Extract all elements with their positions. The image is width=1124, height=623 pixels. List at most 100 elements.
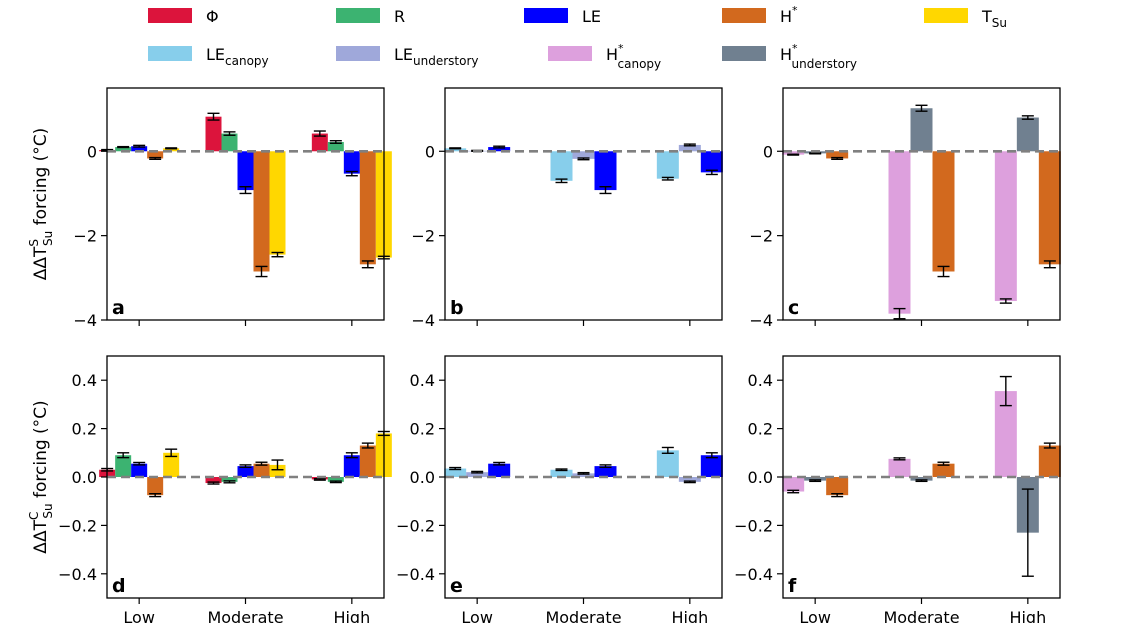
legend-label-hc: H* canopy [606, 42, 661, 71]
errorbar-a-r-high [329, 140, 342, 144]
legend-item-leu: LEunderstory [336, 45, 479, 68]
bar-a-h-low [147, 151, 164, 159]
errorbar-c-h-moderate [937, 265, 950, 278]
errorbar-b-lec-high [661, 176, 674, 181]
ytick-label-a-1: −2 [73, 227, 97, 246]
y-axis-labels: ΔΔTSSu forcing (°C) ΔΔTCSu forcing (°C) [27, 128, 55, 554]
bar-d-h-low [147, 477, 164, 496]
legend-label-h: H* [780, 4, 798, 26]
bar-a-le-high [343, 151, 360, 174]
bar-b-leu-moderate [572, 151, 595, 159]
legend-item-phi: Φ [148, 7, 219, 26]
bar-c-hu-moderate [910, 108, 933, 152]
errorbar-a-tsu-low [165, 147, 178, 150]
panel-label-b: b [450, 297, 464, 319]
errorbar-b-le-moderate [599, 186, 612, 195]
bar-b-lec-low [444, 148, 467, 152]
errorbar-e-le-high [705, 452, 718, 459]
bar-c-hc-moderate [888, 151, 911, 314]
ytick-label-f-1: 0.2 [748, 420, 773, 439]
bar-d-r-moderate [221, 477, 238, 482]
errorbar-d-phi-high [313, 477, 326, 481]
bar-e-leu-low [466, 472, 489, 477]
errorbar-a-phi-moderate [207, 112, 220, 121]
errorbar-d-le-moderate [239, 464, 252, 469]
errorbar-c-h-low [831, 156, 844, 160]
ytick-label-f-2: 0.0 [748, 468, 773, 487]
bar-e-lec-high [656, 450, 679, 477]
bar-b-lec-high [656, 151, 679, 179]
bar-d-tsu-moderate [269, 464, 286, 477]
errorbar-d-le-low [133, 461, 146, 466]
errorbar-a-h-high [361, 260, 374, 269]
xtick-label-d-high: High [333, 608, 370, 623]
bar-a-le-low [131, 146, 148, 152]
errorbar-d-h-low [149, 492, 162, 498]
xtick-label-d-moderate: Moderate [207, 608, 283, 623]
panel-d: 0.4 0.2 0.0 −0.2 −0.4 Low Moderate High d [58, 355, 392, 623]
legend-item-lec: LEcanopy [148, 45, 269, 68]
xtick-label-e-high: High [671, 608, 708, 623]
panel-label-c: c [788, 297, 799, 319]
bar-a-phi-high [311, 133, 328, 152]
bar-a-le-moderate [237, 151, 254, 191]
errorbar-d-phi-moderate [207, 481, 220, 485]
legend-item-h: H* [722, 4, 798, 26]
bar-d-le-low [131, 463, 148, 477]
errorbar-a-r-low [117, 145, 130, 149]
errorbar-b-le-high [705, 169, 718, 176]
ytick-label-d-3: −0.2 [58, 516, 97, 535]
ytick-label-e-0: 0.4 [410, 371, 435, 390]
bar-a-r-moderate [221, 133, 238, 152]
bar-b-leu-high [678, 144, 701, 152]
legend-item-r: R [336, 7, 405, 26]
legend: Φ R LE H* TSu LEcanopy LEunderstory H* canopy H* u… [148, 4, 1007, 71]
legend-swatch-leu [336, 46, 380, 61]
errorbar-d-le-high [345, 452, 358, 459]
panel-label-d: d [112, 575, 126, 597]
bar-f-hc-high [994, 391, 1017, 477]
errorbar-f-h-low [831, 492, 844, 498]
errorbar-f-hu-moderate [915, 479, 928, 483]
ytick-label-e-4: −0.4 [396, 565, 435, 584]
legend-label-lec: LEcanopy [206, 45, 269, 68]
errorbar-d-h-moderate [255, 461, 268, 466]
errorbar-c-hu-moderate [915, 104, 928, 112]
bar-d-phi-moderate [205, 477, 222, 484]
ytick-label-c-1: −2 [749, 227, 773, 246]
errorbar-d-r-moderate [223, 480, 236, 484]
ytick-label-e-2: 0.0 [410, 468, 435, 487]
bar-c-hc-low [782, 151, 805, 155]
bar-c-h-high [1038, 151, 1061, 265]
panel-e: 0.4 0.2 0.0 −0.2 −0.4 Low Moderate High e [396, 355, 723, 623]
ytick-label-a-0: 0 [87, 142, 97, 161]
errorbar-e-leu-moderate [577, 471, 590, 475]
bar-a-h-high [359, 151, 376, 265]
bar-e-le-high [700, 455, 723, 477]
errorbar-c-hc-low [787, 153, 800, 156]
bar-e-lec-low [444, 468, 467, 477]
bar-c-hu-high [1016, 117, 1039, 152]
errorbar-f-hu-low [809, 479, 822, 483]
errorbar-d-r-high [329, 480, 342, 484]
legend-swatch-phi [148, 8, 192, 23]
bar-b-lec-moderate [550, 151, 573, 181]
errorbar-e-lec-high [661, 446, 674, 454]
bar-e-leu-moderate [572, 473, 595, 477]
bar-c-hc-high [994, 151, 1017, 302]
errorbar-e-leu-high [683, 480, 696, 484]
axes-frame-a [106, 87, 385, 321]
errorbar-c-hc-high [999, 298, 1012, 304]
bar-a-tsu-low [163, 148, 180, 152]
xtick-label-d-low: Low [123, 608, 155, 623]
bar-d-h-high [359, 445, 376, 477]
errorbar-e-lec-low [449, 466, 462, 471]
panel-label-f: f [788, 575, 797, 597]
bar-f-hu-low [804, 477, 827, 481]
ytick-label-d-2: 0.0 [72, 468, 97, 487]
ytick-label-d-0: 0.4 [72, 371, 97, 390]
bar-b-le-low [488, 147, 511, 152]
bar-d-r-high [327, 477, 344, 482]
bar-f-h-low [826, 477, 849, 496]
errorbar-b-lec-low [449, 147, 462, 150]
